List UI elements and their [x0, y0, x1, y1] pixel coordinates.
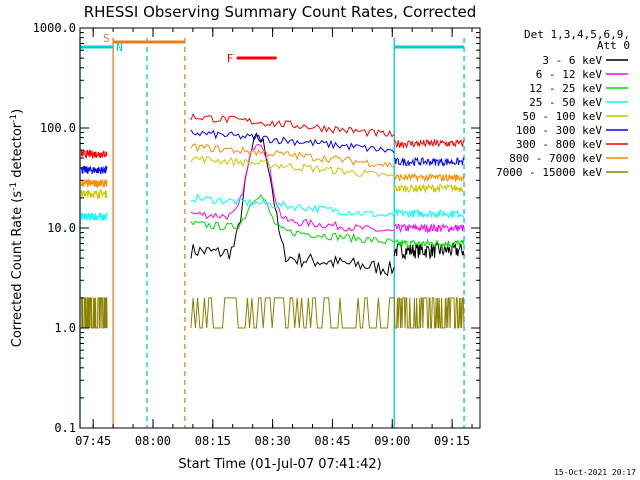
series-line — [393, 172, 465, 183]
legend-entry: 3 - 6 keV — [542, 54, 602, 67]
x-tick-label: 08:30 — [255, 434, 291, 448]
legend-entry: 50 - 100 keV — [523, 110, 603, 123]
x-tick-label: 08:00 — [135, 434, 171, 448]
series-line — [393, 208, 465, 219]
series-line — [190, 112, 395, 138]
legend-entry: 7000 - 15000 keV — [496, 166, 602, 179]
x-tick-label: 08:15 — [195, 434, 231, 448]
y-axis: 0.1 1.0 10.0 100.0 1000.0 — [33, 21, 480, 435]
legend-header: Att 0 — [597, 39, 630, 52]
y-tick-label: 1.0 — [54, 321, 76, 335]
series-line — [190, 132, 395, 276]
flag-label: S — [103, 32, 110, 45]
legend-entry: 800 - 7000 keV — [509, 152, 602, 165]
x-tick-label: 08:45 — [314, 434, 350, 448]
series-line — [190, 297, 395, 329]
series-line — [190, 143, 395, 232]
legend-entry: 12 - 25 keV — [529, 82, 602, 95]
x-tick-label: 07:45 — [75, 434, 111, 448]
y-tick-label: 0.1 — [54, 421, 76, 435]
series-line — [394, 238, 465, 249]
flag-label: F — [227, 52, 234, 65]
x-tick-label: 09:00 — [374, 434, 410, 448]
legend-header: Det 1,3,4,5,6,9, — [524, 28, 630, 41]
legend-entry: 25 - 50 keV — [529, 96, 602, 109]
series-line — [190, 194, 395, 245]
series-line — [393, 138, 465, 150]
timestamp: 15-Oct-2021 20:17 — [554, 468, 636, 477]
chart-title: RHESSI Observing Summary Count Rates, Co… — [84, 3, 477, 21]
legend-entry: 300 - 800 keV — [516, 138, 602, 151]
y-axis-label: Corrected Count Rate (s-1 detector-1) — [9, 109, 25, 347]
series-line — [394, 156, 465, 168]
x-tick-label: 09:15 — [434, 434, 470, 448]
series-line — [190, 143, 395, 168]
series-line — [80, 211, 108, 221]
series-line — [80, 164, 108, 175]
series-line — [80, 148, 108, 160]
legend-entry: 100 - 300 keV — [516, 124, 602, 137]
legend-entry: 6 - 12 keV — [536, 68, 603, 81]
series-line — [190, 155, 395, 178]
series-line — [80, 177, 108, 190]
series-line — [81, 297, 108, 329]
y-tick-label: 10.0 — [47, 221, 76, 235]
plot-area: SN F — [79, 32, 465, 428]
series-line — [80, 188, 108, 200]
x-axis: 07:45 08:00 08:15 08:30 08:45 09:00 09:15 — [75, 28, 473, 448]
series-line — [393, 183, 465, 194]
series-line — [190, 193, 395, 218]
y-tick-label: 100.0 — [40, 121, 76, 135]
flag-label: N — [116, 41, 123, 54]
y-tick-label: 1000.0 — [33, 21, 76, 35]
series-line — [393, 297, 465, 329]
series-line — [394, 222, 465, 234]
series-line — [190, 129, 395, 154]
x-axis-label: Start Time (01-Jul-07 07:41:42) — [178, 457, 381, 472]
